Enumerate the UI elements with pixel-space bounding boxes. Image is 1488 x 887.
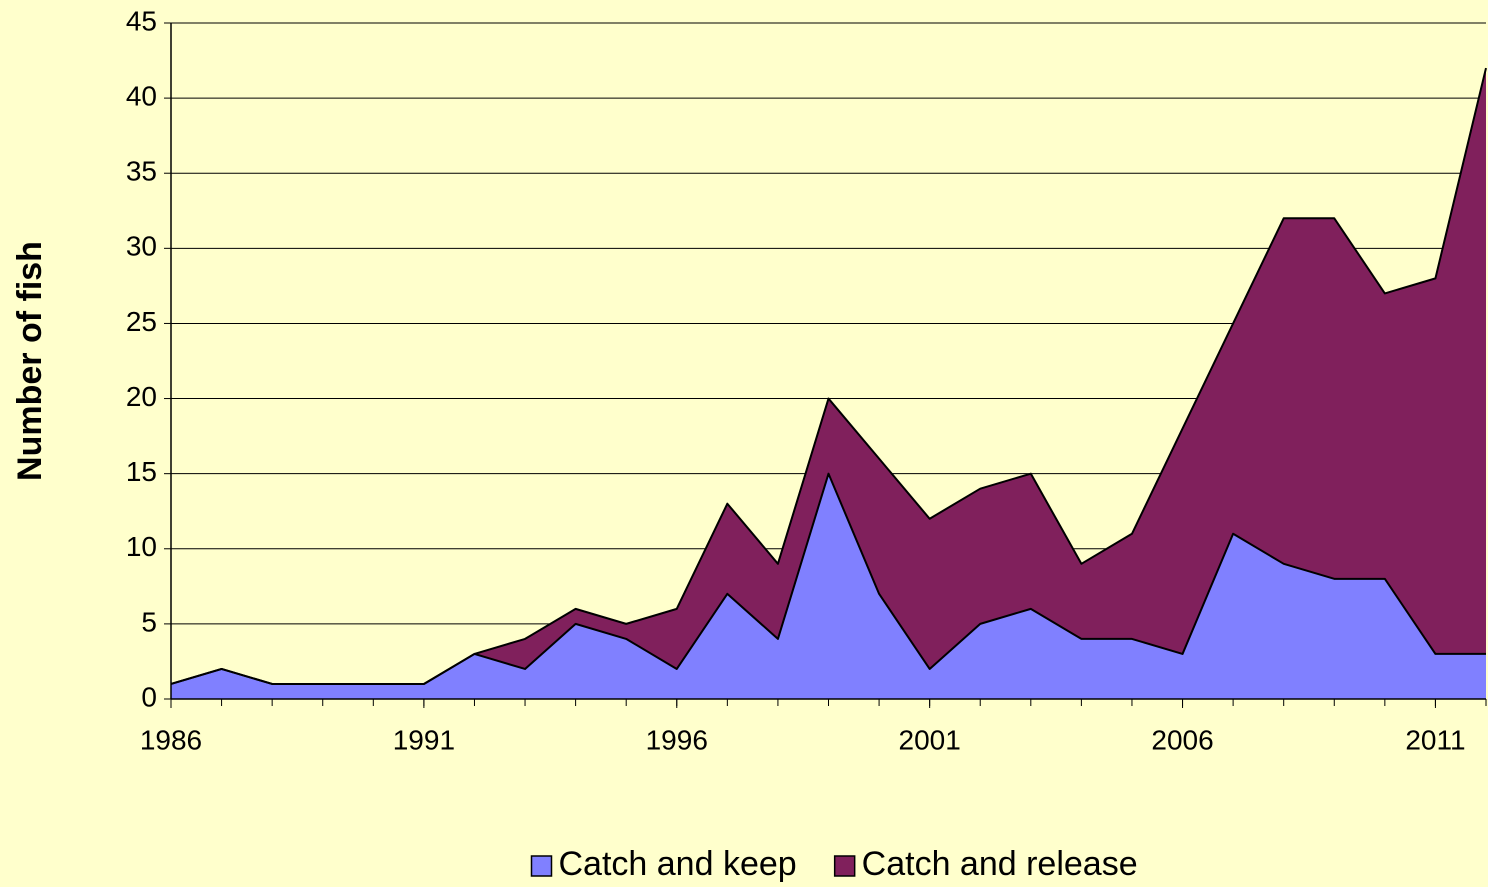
- y-tick-label: 45: [126, 5, 157, 36]
- y-tick-label: 30: [126, 231, 157, 262]
- y-tick-label: 35: [126, 156, 157, 187]
- y-tick-label: 25: [126, 306, 157, 337]
- legend-label: Catch and release: [862, 845, 1138, 883]
- x-tick-label: 1996: [646, 724, 708, 755]
- y-tick-label: 20: [126, 381, 157, 412]
- y-axis-label: Number of fish: [11, 241, 49, 481]
- y-tick-label: 40: [126, 81, 157, 112]
- area-outline: [170, 67, 1487, 685]
- legend-label: Catch and keep: [559, 845, 797, 883]
- x-tick-label: 2001: [899, 724, 961, 755]
- legend-swatch: [530, 855, 553, 877]
- area: [171, 68, 1486, 684]
- x-tick-label: 2006: [1151, 724, 1213, 755]
- x-tick-label: 2011: [1405, 724, 1465, 755]
- y-tick-label: 15: [126, 456, 157, 487]
- x-tick-label: 1986: [140, 724, 202, 755]
- area: [171, 473, 1486, 699]
- y-tick-label: 5: [141, 606, 157, 637]
- y-tick-label: 0: [141, 681, 157, 712]
- y-tick-label: 10: [126, 531, 157, 562]
- x-tick-label: 1991: [393, 724, 455, 755]
- legend-swatch: [833, 855, 856, 877]
